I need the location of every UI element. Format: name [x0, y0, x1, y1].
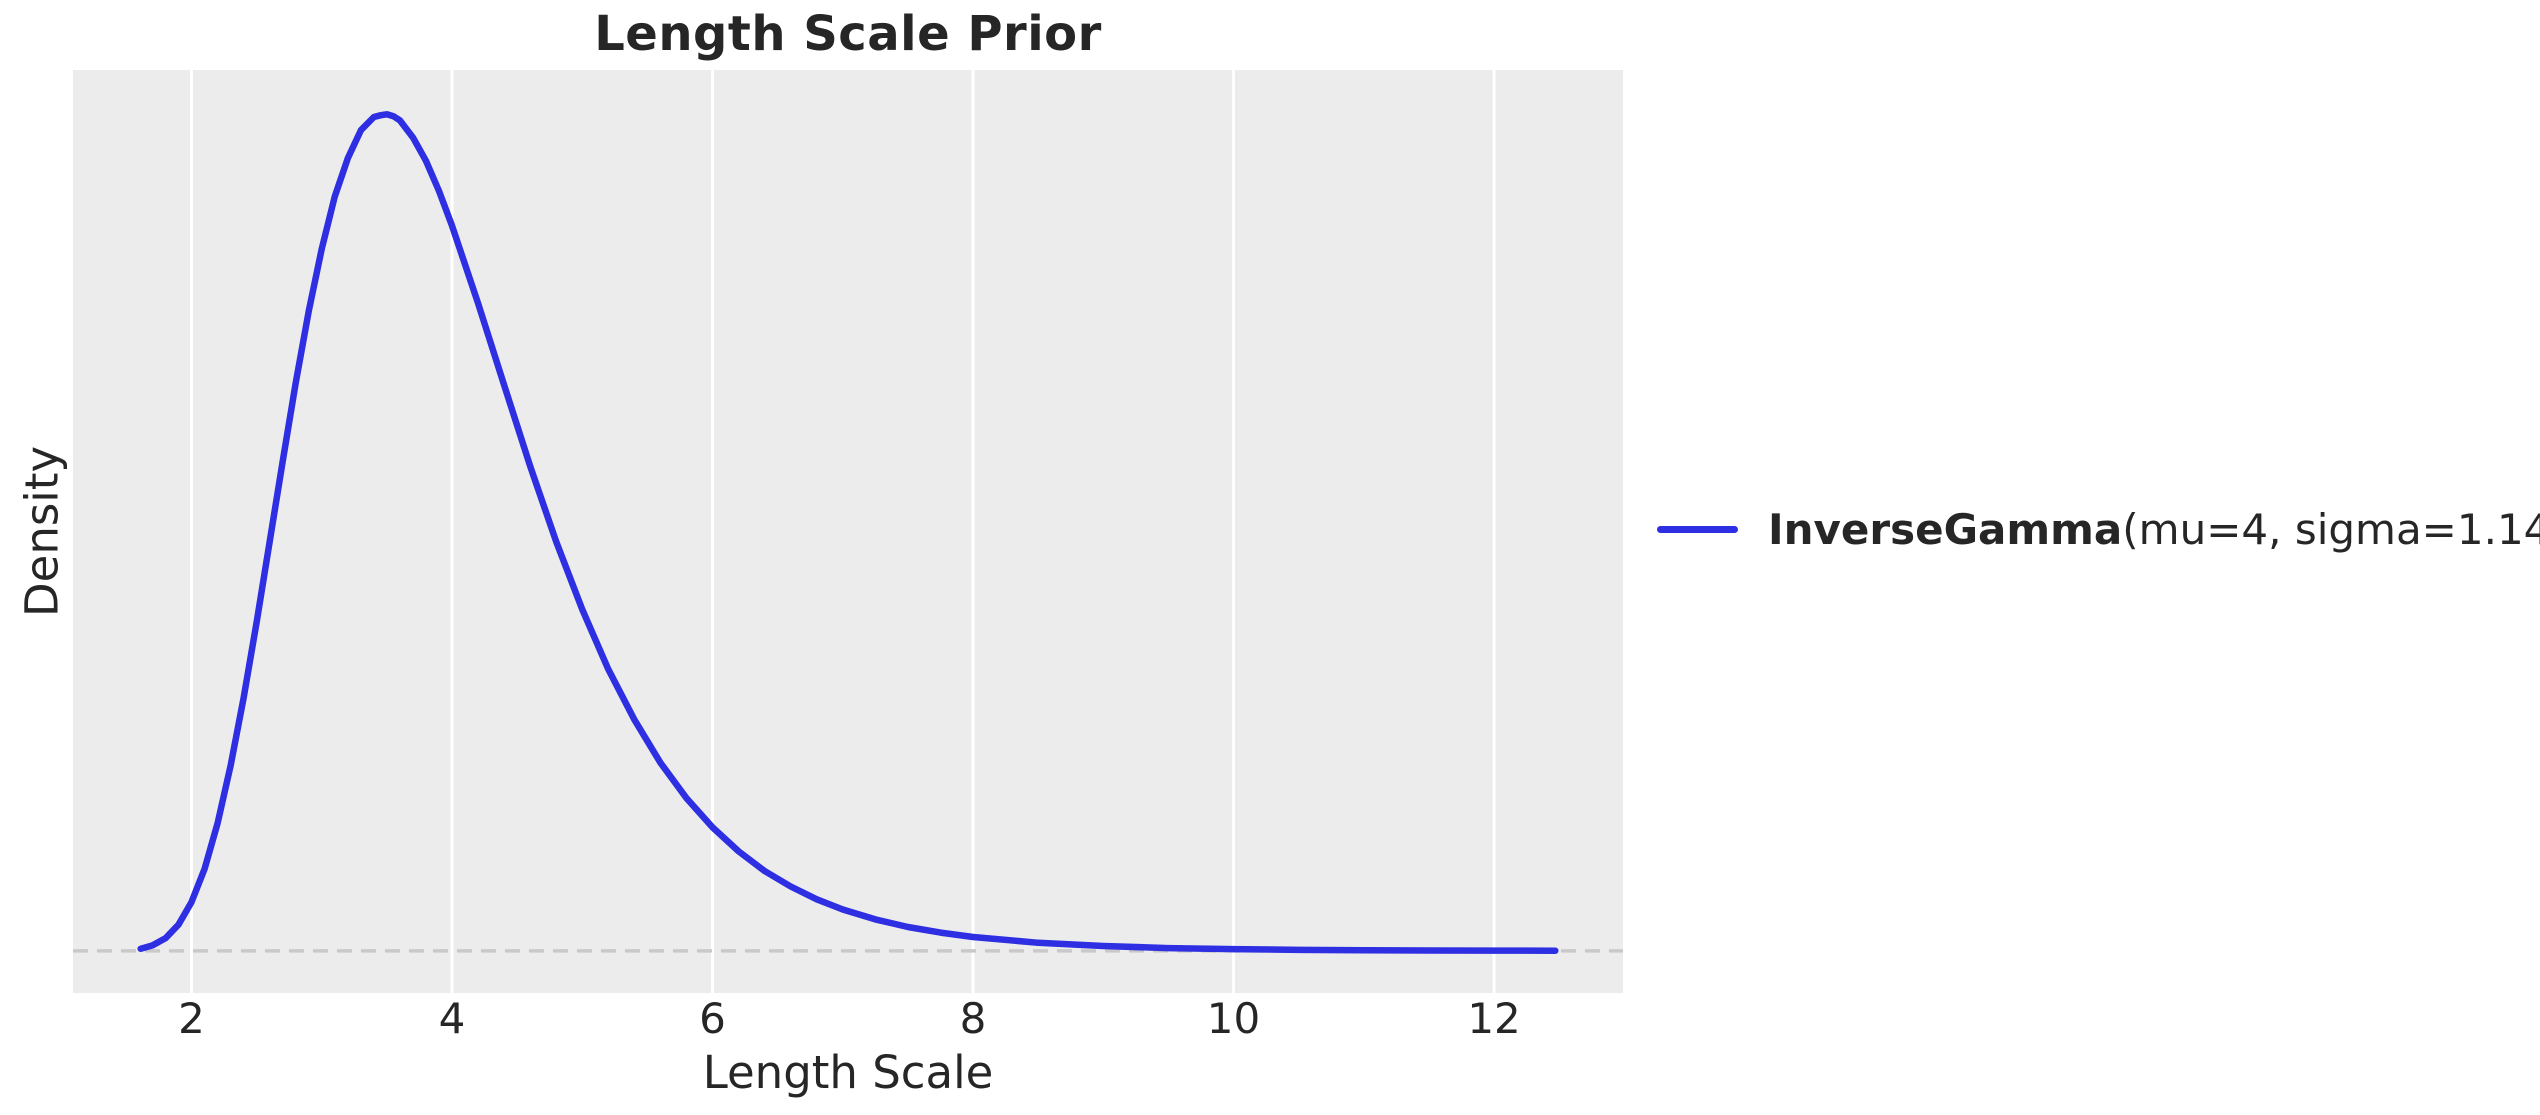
density-plot-canvas	[73, 70, 1623, 993]
legend-line-sample	[1657, 525, 1738, 533]
y-axis-label: Density	[15, 445, 69, 618]
plot-area	[73, 70, 1623, 993]
x-tick-label-10: 10	[1206, 994, 1261, 1043]
x-axis-label: Length Scale	[702, 1046, 994, 1099]
legend-label-parameters: (mu=4, sigma=1.14)	[2122, 504, 2540, 554]
x-tick-label-8: 8	[959, 994, 987, 1043]
x-tick-label-12: 12	[1467, 994, 1521, 1043]
legend-label: InverseGamma(mu=4, sigma=1.14)	[1768, 505, 2540, 554]
legend-label-distribution-name: InverseGamma	[1768, 504, 2123, 554]
chart-title: Length Scale Prior	[594, 6, 1102, 62]
x-tick-label-6: 6	[699, 994, 726, 1043]
x-tick-label-4: 4	[438, 994, 466, 1043]
x-tick-label-2: 2	[178, 994, 205, 1043]
density-curve	[137, 111, 1559, 954]
legend: InverseGamma(mu=4, sigma=1.14)	[1657, 500, 2540, 558]
